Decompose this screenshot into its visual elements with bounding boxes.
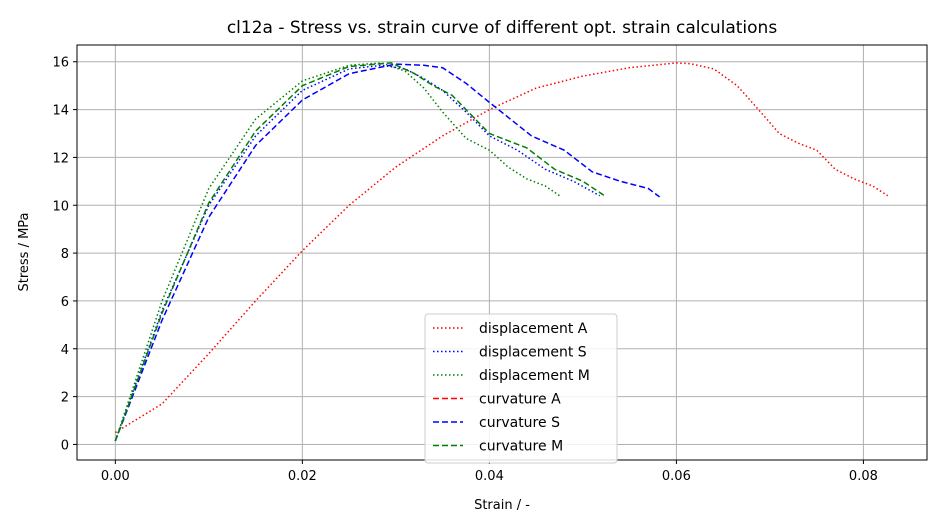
legend-label: curvature A [479,392,561,408]
series-line-displacement-m [114,62,560,442]
x-tick-label: 0.04 [475,469,504,484]
x-tick-label: 0.08 [849,469,878,484]
y-tick-label: 14 [52,104,69,119]
chart-title: cl12a - Stress vs. strain curve of diffe… [227,18,778,38]
series-line-curvature-s [114,63,661,442]
y-axis-label: Stress / MPa [17,212,32,291]
x-tick-label: 0.06 [662,469,691,484]
legend: displacement A displacement S displacement… [424,313,618,464]
y-tick-label: 16 [52,56,69,71]
legend-label: displacement M [479,368,590,384]
x-axis-label: Strain / - [474,498,530,513]
series-lines [114,62,889,442]
legend-label: curvature M [479,439,563,455]
series-line-displacement-a [114,62,889,434]
y-tick-label: 6 [61,295,69,310]
x-tick-label: 0.00 [101,469,130,484]
y-tick-label: 10 [52,199,69,214]
y-tick-label: 12 [52,151,69,166]
y-tick-label: 8 [61,247,69,262]
y-tick-label: 4 [61,343,69,358]
x-tick-label: 0.02 [288,469,317,484]
ticks: 0.00 0.02 0.04 0.06 0.08 0 2 4 6 8 10 12 14 16 [52,56,877,484]
legend-label: displacement A [479,321,588,337]
y-tick-label: 2 [61,391,69,406]
legend-box [424,313,618,464]
y-tick-label: 0 [61,438,69,453]
legend-label: displacement S [479,345,587,361]
legend-label: curvature S [479,415,560,431]
